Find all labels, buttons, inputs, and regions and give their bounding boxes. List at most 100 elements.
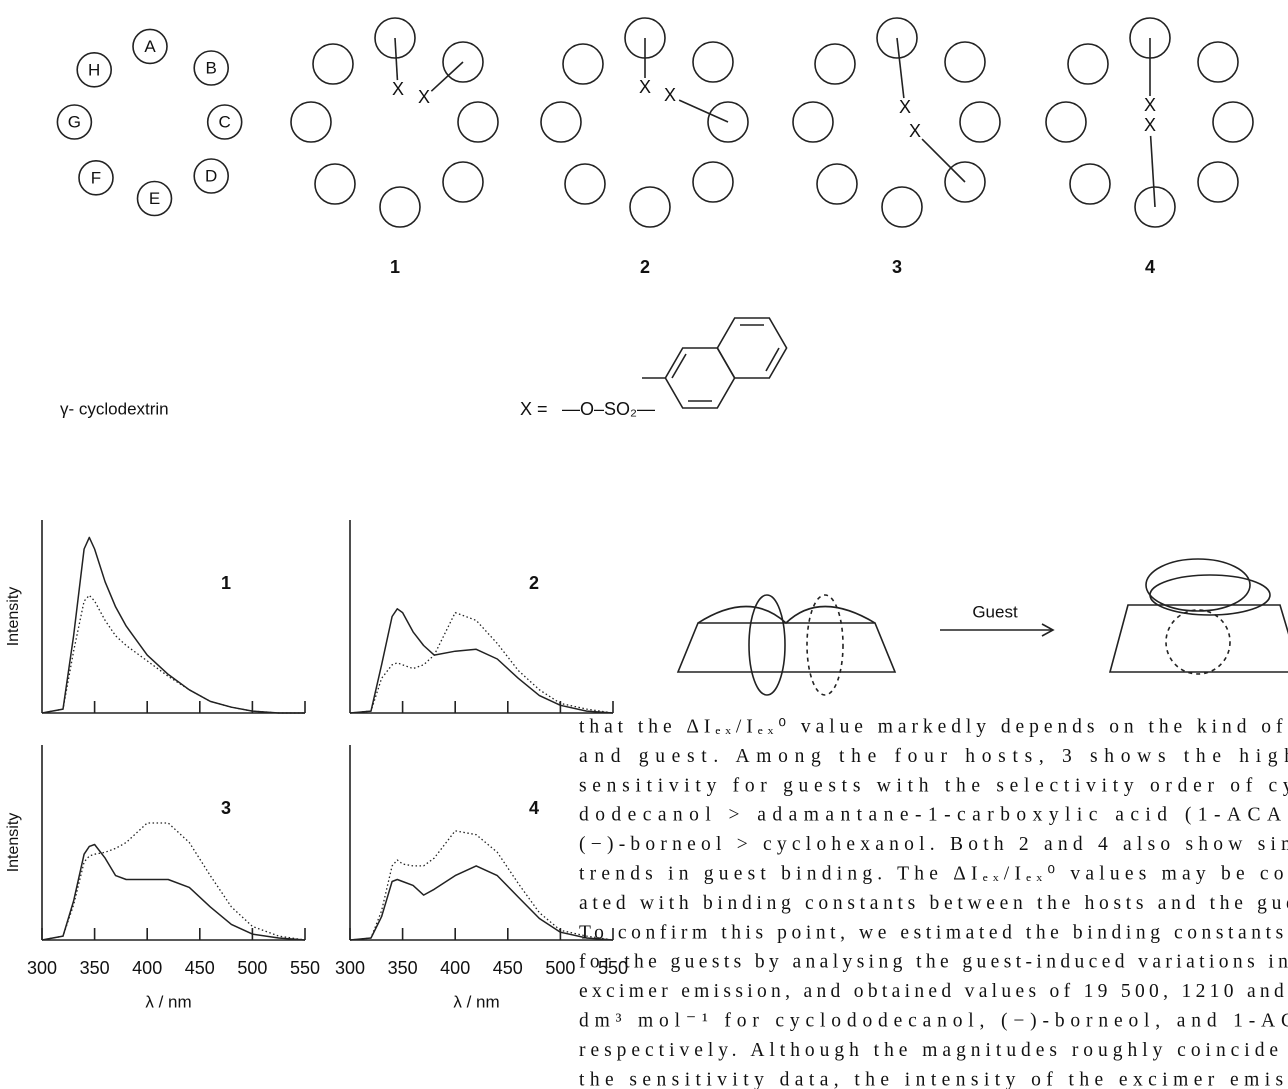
body-text-line: trends in guest binding. The ΔIₑₓ/Iₑₓ⁰ v… [579,863,1288,884]
glucose-unit [629,186,671,228]
glucose-unit [193,50,229,86]
substituent-x: X [639,77,651,97]
glucose-unit [442,41,484,83]
x-tick-label: 450 [493,958,523,978]
compound-label: 3 [892,257,902,277]
substituent-x: X [392,79,404,99]
spectrum-dotted [349,611,614,714]
body-text-line: the sensitivity data, the intensity of t… [579,1069,1288,1089]
substituent-x: X [909,121,921,141]
substituent-x: X [1144,115,1156,135]
host-name: γ- cyclodextrin [60,399,169,418]
substituent-x: X [664,85,676,105]
glucose-unit [816,163,858,205]
substituent-formula: —O–SO₂— [562,399,655,419]
spectrum-solid [349,608,614,714]
glucose-unit [78,160,114,196]
panel-label: 4 [529,798,539,818]
ring-label: C [219,112,231,131]
ring-label: D [205,166,217,185]
body-text-line: sensitivity for guests with the selectiv… [579,775,1288,796]
spectrum-dotted [349,830,614,941]
y-axis-label: Intensity [5,813,22,873]
glucose-unit [876,17,918,59]
ring-label: E [149,189,160,208]
glucose-unit [379,186,421,228]
naphthalene-structure [642,317,788,409]
glucose-unit [442,161,484,203]
spectrum-solid [41,843,306,941]
compound-label: 1 [390,257,400,277]
x-tick-label: 400 [440,958,470,978]
glucose-unit [206,104,243,140]
glucose-unit [1134,186,1176,228]
x-tick-label: 550 [598,958,628,978]
glucose-unit [814,43,856,85]
substituent-bond [921,138,966,183]
glucose-unit [374,17,416,59]
substituent-bond [394,37,399,81]
glucose-unit [1197,161,1239,203]
body-text-line: that the ΔIₑₓ/Iₑₓ⁰ value markedly depend… [579,716,1288,737]
body-text-line: dodecanol > adamantane-1-carboxylic acid… [579,805,1288,826]
x-tick-label: 450 [185,958,215,978]
substituent-bond [896,37,905,99]
glucose-unit [193,158,229,194]
ring-label: G [68,112,81,131]
body-text-line: for the guests by analysing the guest-in… [579,952,1288,973]
ring-label: A [144,37,156,56]
ring-label: H [88,60,100,79]
glucose-unit [707,101,749,143]
glucose-unit [1067,43,1109,85]
substituent-bond [678,99,729,123]
glucose-unit [132,28,168,65]
glucose-unit [1212,101,1254,143]
body-text-line: (−)-borneol > cyclohexanol. Both 2 and 4… [579,834,1288,855]
spectrum-dotted [41,594,305,714]
glucose-unit [562,43,604,85]
glucose-unit [944,161,986,203]
compound-label: 2 [640,257,650,277]
glucose-unit [944,41,986,83]
glucose-unit [881,186,923,228]
substituent-x: X [899,97,911,117]
panel-label: 1 [221,573,231,593]
body-text-line: excimer emission, and obtained values of… [579,981,1288,1002]
glucose-unit [692,41,734,83]
glucose-unit [1197,41,1239,83]
compound-label: 4 [1145,257,1155,277]
glucose-unit [564,163,606,205]
substituent-symbol: X = [520,399,548,419]
glucose-unit [290,101,332,143]
substituent-bond [430,61,464,92]
body-text-line: ated with binding constants between the … [579,893,1288,914]
ring-label: F [91,168,101,187]
body-text-line: dm³ mol⁻¹ for cyclododecanol, (−)-borneo… [579,1010,1288,1031]
x-tick-label: 300 [27,958,57,978]
glucose-unit [56,104,93,140]
complexation-diagram [676,558,1288,696]
glucose-unit [136,180,173,217]
glucose-unit [540,101,582,143]
glucose-unit [312,43,354,85]
glucose-unit [792,101,834,143]
panel-label: 2 [529,573,539,593]
x-tick-label: 350 [388,958,418,978]
x-tick-label: 500 [545,958,575,978]
substituent-x: X [418,87,430,107]
x-tick-label: 400 [132,958,162,978]
glucose-unit [457,101,499,143]
panel-label: 3 [221,798,231,818]
glucose-unit [692,161,734,203]
x-tick-label: 350 [80,958,110,978]
x-axis-label: λ / nm [145,992,191,1011]
x-tick-label: 500 [237,958,267,978]
body-text-line: respectively. Although the magnitudes ro… [579,1040,1288,1061]
x-tick-label: 300 [335,958,365,978]
glucose-unit [1069,163,1111,205]
glucose-unit [1045,101,1087,143]
x-tick-label: 550 [290,958,320,978]
spectrum-solid [349,865,614,941]
substituent-x: X [1144,95,1156,115]
